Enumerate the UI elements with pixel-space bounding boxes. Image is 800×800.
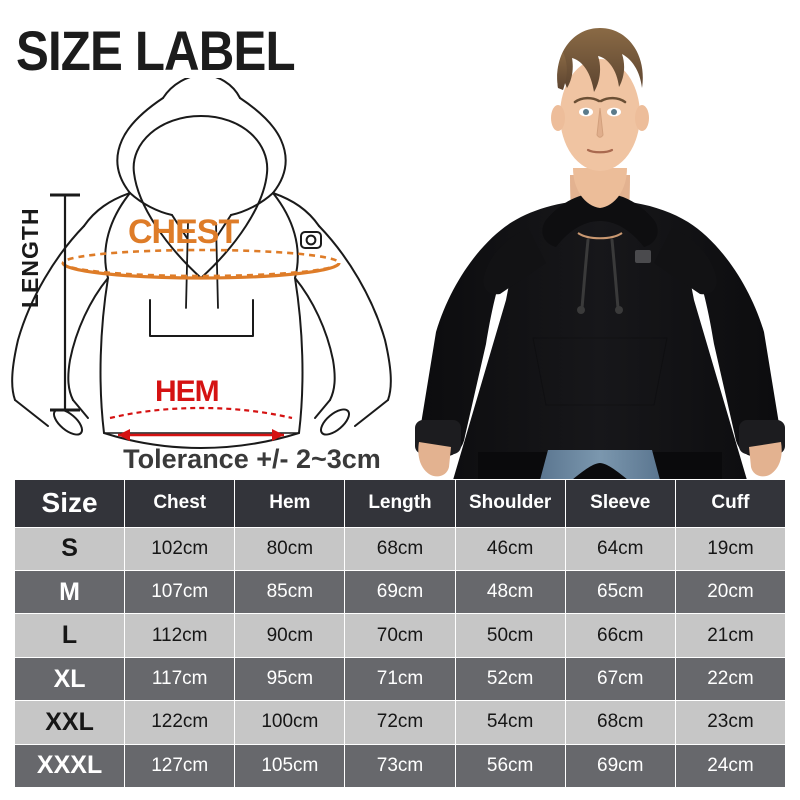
svg-text:LENGTH: LENGTH bbox=[17, 207, 43, 308]
svg-text:CHEST: CHEST bbox=[128, 213, 239, 251]
svg-text:Tolerance +/- 2~3cm: Tolerance +/- 2~3cm bbox=[123, 444, 381, 474]
svg-text:HEM: HEM bbox=[155, 375, 219, 408]
